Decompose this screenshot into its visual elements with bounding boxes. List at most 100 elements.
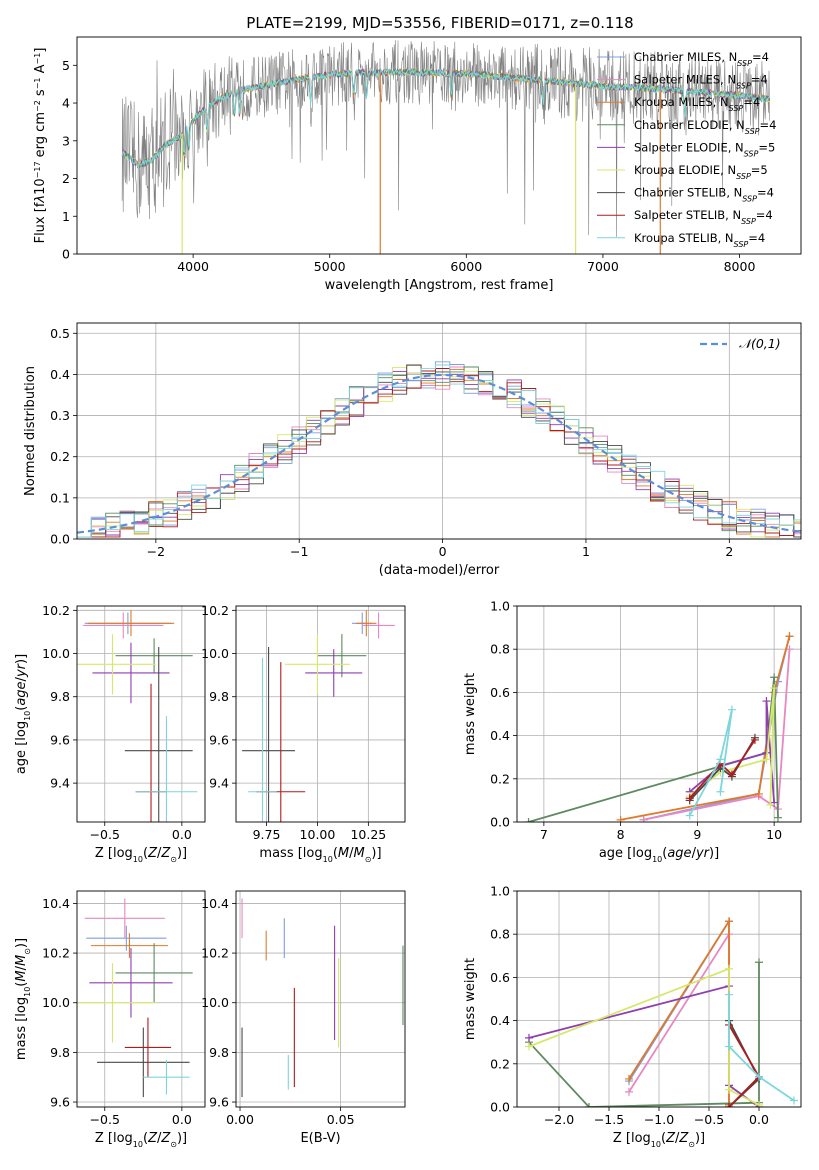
weight-line-chabrier_elodie xyxy=(528,962,760,1107)
x-tick-label: 1 xyxy=(582,544,590,559)
y-tick-label: 9.8 xyxy=(50,1045,70,1060)
weight-marker xyxy=(770,684,779,693)
weight-marker xyxy=(625,1087,633,1096)
weight-marker xyxy=(790,1096,798,1105)
x-tick-label: −0.5 xyxy=(90,1112,120,1127)
weight-marker xyxy=(773,813,782,822)
weight-marker xyxy=(785,632,794,641)
y-axis-label: mass weight xyxy=(463,958,478,1040)
model-spectrum-kroupa_stelib xyxy=(121,67,770,169)
y-tick-label: 5 xyxy=(62,58,70,73)
x-tick-label: −0.5 xyxy=(90,827,120,842)
y-tick-label: 0.2 xyxy=(50,449,70,464)
x-axis-label: Z [log10(Z/Z⊙)] xyxy=(95,1131,187,1149)
y-tick-label: 0.4 xyxy=(50,367,70,382)
y-tick-label: 10.0 xyxy=(201,646,229,661)
x-axis-label: E(B-V) xyxy=(300,1131,340,1146)
y-tick-label: 10.0 xyxy=(42,995,70,1010)
weight-marker xyxy=(725,917,733,926)
x-tick-label: −1.5 xyxy=(594,1112,624,1127)
x-tick-label: 9.75 xyxy=(253,827,281,842)
weight_vs_Z-axes: −2.0 −1.5 −1.0 −0.5 0.0 0.0 0.2 0.4 0.6 0.8 1.0 Z [… xyxy=(463,884,802,1149)
spectrum-plot-area xyxy=(121,40,771,254)
legend-suffix: =4 xyxy=(751,73,768,87)
x-tick-label: 8 xyxy=(617,827,625,842)
y-tick-label: 1 xyxy=(62,209,70,224)
axes-frame xyxy=(76,605,206,823)
x-tick-label: 10.25 xyxy=(350,827,386,842)
x-tick-label: 6000 xyxy=(450,259,482,274)
y-tick-label: 1.0 xyxy=(490,884,510,899)
x-axis-label: mass [log10(M/M⊙)] xyxy=(259,846,381,864)
y-tick-label: 0.2 xyxy=(490,1056,510,1071)
y-tick-label: 9.6 xyxy=(50,1095,70,1110)
y-tick-label: 0.0 xyxy=(490,815,510,830)
spectrum-axes: 4000 5000 6000 7000 8000 0 1 2 3 4 5 wavelength [An… xyxy=(33,36,802,293)
x-tick-label: 0.05 xyxy=(327,1112,355,1127)
weight-line-salpeter_miles xyxy=(643,649,791,821)
weight_vs_Z-plot-area xyxy=(525,917,798,1107)
legend-suffix: =4 xyxy=(748,231,765,245)
y-axis-label: Flux [fλ10−17 erg cm−2 s−1 A−1] xyxy=(33,48,49,244)
x-tick-label: 0.0 xyxy=(172,1112,192,1127)
weight-line-kroupa_stelib xyxy=(728,994,795,1102)
y-tick-label: 10.4 xyxy=(201,896,229,911)
x-tick-label: 0.00 xyxy=(226,1112,254,1127)
weight-marker xyxy=(754,789,763,798)
axes-frame xyxy=(516,890,802,1108)
observed-spectrum-line xyxy=(121,40,770,238)
weight-marker xyxy=(725,1085,733,1094)
histogram-kroupa_stelib xyxy=(77,364,801,539)
weight_vs_age-axes: 7 8 9 10 0.0 0.2 0.4 0.6 0.8 1.0 age [log10(age/yr… xyxy=(463,599,802,864)
legend-suffix: =4 xyxy=(756,208,773,222)
weight-marker xyxy=(762,755,771,764)
y-tick-label: 10.2 xyxy=(201,603,229,618)
y-tick-label: 10.0 xyxy=(201,995,229,1010)
x-tick-label: 7 xyxy=(540,827,548,842)
axes-frame xyxy=(76,890,206,1108)
weight-marker xyxy=(755,958,763,967)
weight-marker xyxy=(727,770,736,779)
y-tick-label: 1.0 xyxy=(490,599,510,614)
weight-marker xyxy=(762,697,771,706)
mass_vs_Z-axes: −0.5 0.0 9.6 9.8 10.0 10.2 10.4 Z [log10(Z/Z⊙)]… xyxy=(14,890,206,1149)
residuals-plot-area xyxy=(77,361,801,539)
axes-frame xyxy=(76,322,802,540)
weight-marker xyxy=(616,815,625,822)
legend-subscript: SSP xyxy=(745,126,760,135)
x-tick-label: 0.0 xyxy=(172,827,192,842)
legend-suffix: =5 xyxy=(758,140,775,154)
age_vs_Z-plot-area xyxy=(77,610,198,822)
y-tick-label: 10.2 xyxy=(201,946,229,961)
y-tick-label: 2 xyxy=(62,171,70,186)
y-tick-label: 9.8 xyxy=(209,1045,229,1060)
y-tick-label: 9.4 xyxy=(209,776,229,791)
y-tick-label: 3 xyxy=(62,133,70,148)
legend-label: Chabrier ELODIE, NSSP=4 xyxy=(634,118,776,136)
y-tick-label: 4 xyxy=(62,96,70,111)
legend-subscript: SSP xyxy=(736,172,751,181)
axes-frame xyxy=(235,890,406,1108)
figure-title: PLATE=2199, MJD=53556, FIBERID=0171, z=0… xyxy=(246,14,633,32)
y-tick-label: 10.2 xyxy=(42,946,70,961)
axes-frame xyxy=(516,605,802,823)
weight_vs_age-plot-area xyxy=(524,632,794,822)
weight-line-salpeter_stelib xyxy=(689,739,756,799)
axes-frame xyxy=(235,605,406,823)
legend-subscript: SSP xyxy=(742,194,757,203)
y-tick-label: 9.6 xyxy=(209,1095,229,1110)
x-tick-label: −2.0 xyxy=(544,1112,574,1127)
y-tick-label: 0.4 xyxy=(490,728,510,743)
weight-line-kroupa_stelib xyxy=(688,709,733,816)
x-tick-label: −2 xyxy=(147,544,165,559)
x-axis-label: Z [log10(Z/Z⊙)] xyxy=(613,1131,705,1149)
x-axis-label: wavelength [Angstrom, rest frame] xyxy=(325,278,554,293)
weight-line-kroupa_miles xyxy=(620,635,791,821)
y-tick-label: 0.6 xyxy=(490,685,510,700)
y-tick-label: 9.6 xyxy=(50,732,70,747)
weight-marker xyxy=(725,1042,733,1051)
legend-suffix: =5 xyxy=(751,163,768,177)
y-tick-label: 0.0 xyxy=(490,1100,510,1115)
legend-suffix: =4 xyxy=(752,50,769,64)
